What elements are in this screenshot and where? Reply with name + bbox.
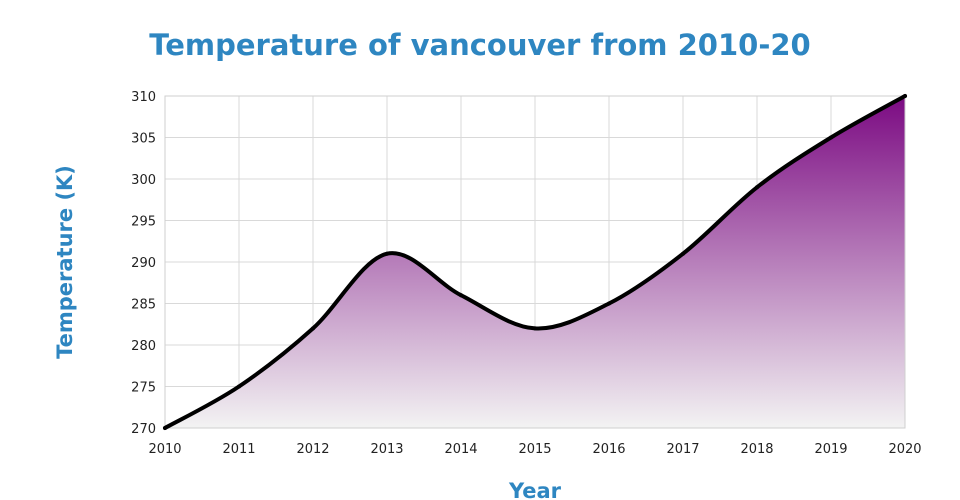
x-tick-label-2013: 2013: [370, 442, 403, 457]
data-point-2017: [681, 251, 685, 256]
data-point-2018: [755, 185, 759, 190]
data-point-2016: [607, 301, 611, 306]
plot-area: [163, 94, 907, 430]
x-tick-label-2020: 2020: [888, 442, 921, 457]
y-tick-label-290: 290: [131, 256, 156, 271]
y-tick-label-280: 280: [131, 339, 156, 354]
y-tick-label-285: 285: [131, 298, 156, 313]
data-point-2012: [311, 326, 315, 331]
x-tick-label-2015: 2015: [518, 442, 551, 457]
data-point-2015: [533, 326, 537, 331]
y-tick-label-295: 295: [131, 215, 156, 230]
y-tick-label-310: 310: [131, 90, 156, 105]
data-point-2013: [385, 251, 389, 256]
y-axis-title: Temperature (K): [53, 165, 77, 359]
chart-title: Temperature of vancouver from 2010-20: [149, 28, 810, 62]
y-tick-label-305: 305: [131, 132, 156, 147]
x-tick-label-2018: 2018: [740, 442, 773, 457]
data-point-2011: [237, 384, 241, 389]
y-tick-label-270: 270: [131, 422, 156, 437]
x-tick-label-2012: 2012: [296, 442, 329, 457]
x-axis-title: Year: [508, 479, 562, 500]
x-tick-label-2010: 2010: [148, 442, 181, 457]
y-tick-label-275: 275: [131, 381, 156, 396]
x-tick-label-2011: 2011: [222, 442, 255, 457]
x-tick-label-2016: 2016: [592, 442, 625, 457]
y-tick-label-300: 300: [131, 173, 156, 188]
data-point-2019: [829, 135, 833, 140]
x-axis-ticks: 2010 2011 2012 2013 2014 2015 2016 2017 2018 2019…: [148, 442, 921, 457]
temperature-area-fill: [165, 96, 905, 428]
x-tick-label-2019: 2019: [814, 442, 847, 457]
data-point-2014: [459, 293, 463, 298]
x-tick-label-2017: 2017: [666, 442, 699, 457]
data-point-2010: [163, 426, 167, 430]
y-axis-ticks: 270 275 280 285 290 295 300 305 310: [131, 90, 156, 437]
plot-frame: [164, 95, 906, 429]
data-point-2020: [903, 94, 907, 98]
x-tick-label-2014: 2014: [444, 442, 477, 457]
